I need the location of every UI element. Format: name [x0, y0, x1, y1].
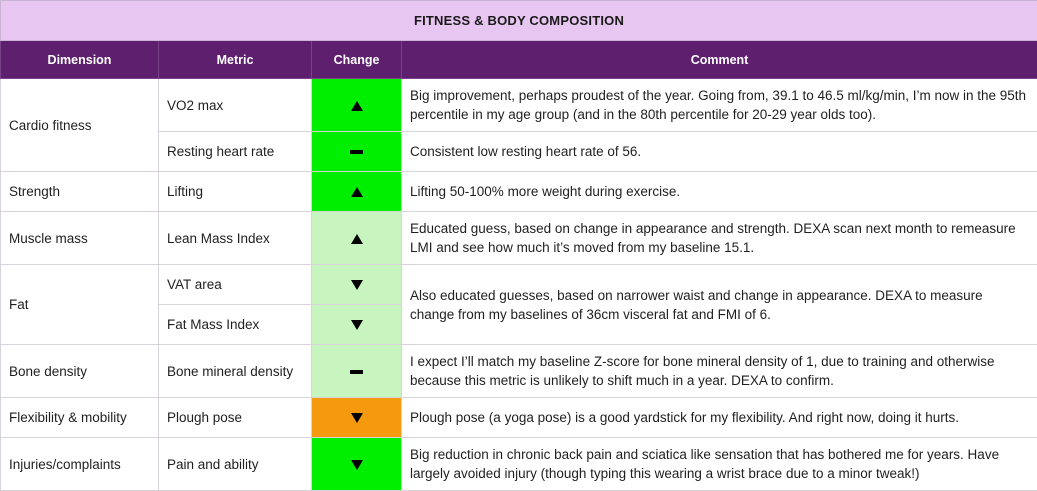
dimension-cell: Injuries/complaints	[1, 438, 159, 491]
comment-cell: Lifting 50-100% more weight during exerc…	[402, 172, 1037, 212]
comment-cell: I expect I’ll match my baseline Z-score …	[402, 345, 1037, 398]
dimension-cell: Strength	[1, 172, 159, 212]
dash-icon	[350, 370, 363, 374]
dimension-cell: Fat	[1, 265, 159, 345]
table-row: Fat VAT area Also educated guesses, base…	[1, 265, 1037, 305]
dimension-cell: Flexibility & mobility	[1, 398, 159, 438]
arrow-up-icon	[351, 101, 363, 111]
metric-cell: VO2 max	[159, 79, 312, 132]
table-row: Strength Lifting Lifting 50-100% more we…	[1, 172, 1037, 212]
metric-cell: Lifting	[159, 172, 312, 212]
metric-cell: Bone mineral density	[159, 345, 312, 398]
header-dimension: Dimension	[1, 41, 159, 79]
change-cell	[312, 212, 402, 265]
arrow-down-icon	[351, 280, 363, 290]
comment-cell: Plough pose (a yoga pose) is a good yard…	[402, 398, 1037, 438]
change-cell	[312, 79, 402, 132]
dimension-cell: Cardio fitness	[1, 79, 159, 172]
metric-cell: Lean Mass Index	[159, 212, 312, 265]
change-cell	[312, 265, 402, 305]
arrow-up-icon	[351, 187, 363, 197]
change-cell	[312, 172, 402, 212]
change-cell	[312, 345, 402, 398]
header-change: Change	[312, 41, 402, 79]
metric-cell: VAT area	[159, 265, 312, 305]
arrow-down-icon	[351, 413, 363, 423]
comment-cell: Big reduction in chronic back pain and s…	[402, 438, 1037, 491]
metric-cell: Resting heart rate	[159, 132, 312, 172]
change-cell	[312, 438, 402, 491]
arrow-down-icon	[351, 320, 363, 330]
arrow-down-icon	[351, 460, 363, 470]
change-cell	[312, 398, 402, 438]
table-row: Muscle mass Lean Mass Index Educated gue…	[1, 212, 1037, 265]
metric-cell: Fat Mass Index	[159, 305, 312, 345]
change-cell	[312, 132, 402, 172]
dimension-cell: Bone density	[1, 345, 159, 398]
header-comment: Comment	[402, 41, 1037, 79]
dash-icon	[350, 150, 363, 154]
comment-cell: Also educated guesses, based on narrower…	[402, 265, 1037, 345]
metric-cell: Pain and ability	[159, 438, 312, 491]
table-row: Bone density Bone mineral density I expe…	[1, 345, 1037, 398]
comment-cell: Consistent low resting heart rate of 56.	[402, 132, 1037, 172]
arrow-up-icon	[351, 234, 363, 244]
comment-cell: Big improvement, perhaps proudest of the…	[402, 79, 1037, 132]
metric-cell: Plough pose	[159, 398, 312, 438]
table-title: FITNESS & BODY COMPOSITION	[1, 1, 1037, 41]
dimension-cell: Muscle mass	[1, 212, 159, 265]
table-row: Injuries/complaints Pain and ability Big…	[1, 438, 1037, 491]
header-metric: Metric	[159, 41, 312, 79]
header-row: Dimension Metric Change Comment	[1, 41, 1037, 79]
title-row: FITNESS & BODY COMPOSITION	[1, 1, 1037, 41]
change-cell	[312, 305, 402, 345]
table-row: Flexibility & mobility Plough pose Ploug…	[1, 398, 1037, 438]
table-row: Cardio fitness VO2 max Big improvement, …	[1, 79, 1037, 132]
comment-cell: Educated guess, based on change in appea…	[402, 212, 1037, 265]
